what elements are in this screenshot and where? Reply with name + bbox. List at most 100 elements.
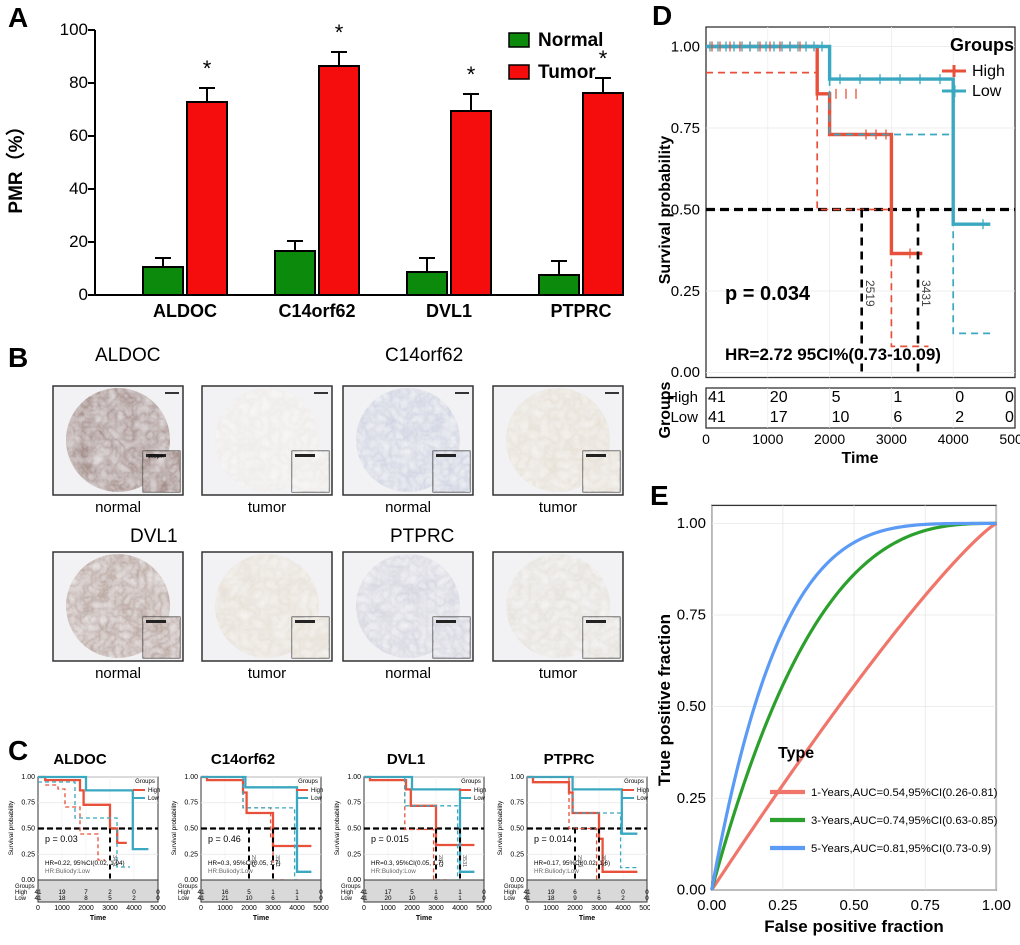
svg-text:tumor: tumor	[539, 665, 577, 680]
svg-text:20: 20	[770, 389, 788, 406]
svg-text:1: 1	[295, 895, 299, 902]
svg-text:0.50: 0.50	[677, 698, 706, 715]
svg-text:Low: Low	[148, 796, 160, 802]
svg-text:41: 41	[34, 895, 42, 902]
svg-text:Groups: Groups	[135, 779, 155, 785]
svg-text:1000: 1000	[752, 431, 783, 447]
svg-text:Time: Time	[416, 915, 432, 922]
svg-text:DVL1: DVL1	[426, 301, 472, 321]
svg-text:0: 0	[645, 895, 649, 902]
svg-text:20: 20	[69, 232, 88, 251]
svg-text:0: 0	[702, 431, 710, 447]
svg-text:*: *	[467, 62, 476, 87]
svg-text:1000: 1000	[54, 905, 70, 912]
svg-text:p = 0.014: p = 0.014	[534, 834, 572, 844]
svg-text:Survival probability: Survival probability	[497, 800, 504, 855]
svg-text:HR:Buliody:Low: HR:Buliody:Low	[208, 868, 253, 875]
svg-text:1.00: 1.00	[184, 774, 198, 781]
svg-text:0.00: 0.00	[21, 877, 35, 884]
svg-text:2: 2	[132, 895, 136, 902]
svg-text:41: 41	[360, 895, 368, 902]
svg-text:Time: Time	[253, 915, 269, 922]
svg-text:p = 0.03: p = 0.03	[45, 834, 78, 844]
svg-text:Type: Type	[778, 745, 814, 762]
svg-text:Groups: Groups	[657, 381, 674, 438]
svg-text:0.75: 0.75	[677, 607, 706, 624]
svg-text:Low: Low	[670, 409, 698, 426]
svg-text:41: 41	[708, 409, 726, 426]
svg-text:80: 80	[69, 73, 88, 92]
svg-text:18: 18	[547, 895, 555, 902]
svg-text:3000: 3000	[876, 431, 907, 447]
svg-text:0: 0	[1005, 389, 1014, 406]
svg-text:9: 9	[573, 895, 577, 902]
svg-text:0.50: 0.50	[184, 826, 198, 833]
svg-text:8: 8	[84, 895, 88, 902]
svg-text:0.00: 0.00	[677, 882, 706, 899]
svg-text:4000: 4000	[126, 905, 142, 912]
svg-text:0: 0	[36, 905, 40, 912]
svg-text:1.00: 1.00	[21, 774, 35, 781]
svg-text:6: 6	[271, 895, 275, 902]
svg-text:HR:Buliody:Low: HR:Buliody:Low	[371, 868, 416, 875]
svg-text:2000: 2000	[78, 905, 94, 912]
svg-text:0.50: 0.50	[839, 897, 868, 914]
svg-text:3000: 3000	[591, 905, 607, 912]
svg-text:0.75: 0.75	[510, 800, 524, 807]
svg-text:HR=0.3, 95%CI(0.05, 1.7): HR=0.3, 95%CI(0.05, 1.7)	[371, 860, 444, 867]
svg-text:3431: 3431	[919, 280, 933, 307]
svg-text:Survival probability: Survival probability	[8, 800, 15, 855]
svg-text:20: 20	[384, 895, 392, 902]
svg-text:0.75: 0.75	[671, 120, 700, 137]
svg-text:Low: Low	[341, 896, 353, 902]
svg-text:False positive fraction: False positive fraction	[764, 917, 944, 936]
svg-text:Groups: Groups	[624, 779, 644, 785]
svg-text:41: 41	[523, 895, 531, 902]
svg-text:1000: 1000	[380, 905, 396, 912]
svg-text:Survival probability: Survival probability	[171, 800, 178, 855]
svg-text:0.25: 0.25	[677, 790, 706, 807]
svg-text:0: 0	[79, 285, 88, 304]
svg-text:tumor: tumor	[539, 499, 577, 516]
svg-text:1.00: 1.00	[982, 897, 1011, 914]
svg-text:21: 21	[221, 895, 229, 902]
svg-text:Low: Low	[474, 796, 486, 802]
svg-text:2000: 2000	[241, 905, 257, 912]
svg-text:HR=2.72 95CI%(0.73-10.09): HR=2.72 95CI%(0.73-10.09)	[725, 345, 941, 364]
svg-text:2000: 2000	[814, 431, 845, 447]
svg-text:HR=0.17, 95%CI(0.02, 1.6): HR=0.17, 95%CI(0.02, 1.6)	[534, 860, 610, 867]
svg-text:0: 0	[199, 905, 203, 912]
svg-text:1: 1	[458, 895, 462, 902]
svg-text:4000: 4000	[615, 905, 631, 912]
svg-text:Low: Low	[178, 896, 190, 902]
svg-text:HR=0.22, 95%CI(0.02, 1.94): HR=0.22, 95%CI(0.02, 1.94)	[45, 860, 125, 867]
svg-text:2: 2	[955, 409, 964, 426]
svg-text:0: 0	[362, 905, 366, 912]
svg-text:HR=0.3, 95%CI(0.05, 1.7): HR=0.3, 95%CI(0.05, 1.7)	[208, 860, 281, 867]
svg-text:p = 0.034: p = 0.034	[725, 283, 811, 305]
svg-text:0.25: 0.25	[347, 852, 361, 859]
svg-text:High: High	[474, 788, 486, 794]
svg-text:5000: 5000	[639, 905, 650, 912]
svg-text:0.75: 0.75	[184, 800, 198, 807]
svg-text:0.00: 0.00	[697, 897, 726, 914]
svg-text:C14orf62: C14orf62	[278, 301, 355, 321]
svg-text:6: 6	[893, 409, 902, 426]
svg-text:0.00: 0.00	[510, 877, 524, 884]
svg-text:1: 1	[893, 389, 902, 406]
svg-text:0.50: 0.50	[21, 826, 35, 833]
svg-text:PMR（%）: PMR（%）	[4, 116, 27, 213]
svg-text:0: 0	[955, 389, 964, 406]
svg-text:40: 40	[69, 179, 88, 198]
svg-text:High: High	[148, 788, 160, 794]
svg-text:1000: 1000	[543, 905, 559, 912]
svg-text:0: 0	[482, 895, 486, 902]
svg-text:0: 0	[156, 895, 160, 902]
svg-text:1.00: 1.00	[347, 774, 361, 781]
svg-text:Time: Time	[579, 915, 595, 922]
svg-text:1.00: 1.00	[671, 39, 700, 56]
svg-text:C14orf62: C14orf62	[211, 751, 275, 768]
svg-text:0.50: 0.50	[510, 826, 524, 833]
svg-text:3000: 3000	[428, 905, 444, 912]
svg-text:0: 0	[525, 905, 529, 912]
